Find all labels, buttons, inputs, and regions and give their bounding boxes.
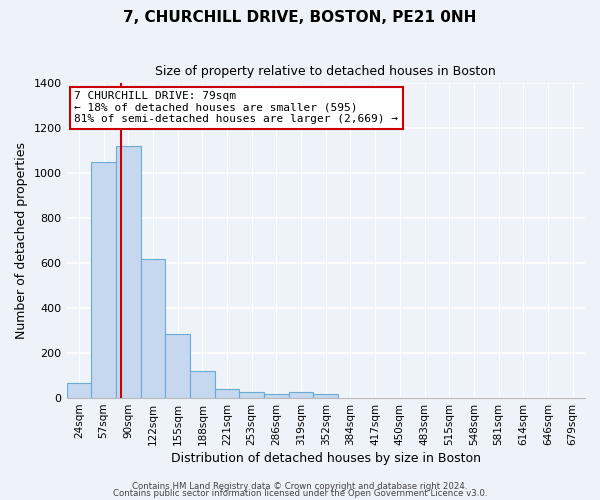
Bar [116,146,140,398]
Text: Contains public sector information licensed under the Open Government Licence v3: Contains public sector information licen… [113,490,487,498]
Bar [215,388,239,398]
Text: Contains HM Land Registry data © Crown copyright and database right 2024.: Contains HM Land Registry data © Crown c… [132,482,468,491]
Bar [313,394,338,398]
Bar [67,384,91,398]
Y-axis label: Number of detached properties: Number of detached properties [15,142,28,339]
Bar [140,258,165,398]
X-axis label: Distribution of detached houses by size in Boston: Distribution of detached houses by size … [171,452,481,465]
Bar [289,392,313,398]
Text: 7 CHURCHILL DRIVE: 79sqm
← 18% of detached houses are smaller (595)
81% of semi-: 7 CHURCHILL DRIVE: 79sqm ← 18% of detach… [74,91,398,124]
Text: 7, CHURCHILL DRIVE, BOSTON, PE21 0NH: 7, CHURCHILL DRIVE, BOSTON, PE21 0NH [124,10,476,25]
Title: Size of property relative to detached houses in Boston: Size of property relative to detached ho… [155,65,496,78]
Bar [239,392,264,398]
Bar [264,394,289,398]
Bar [190,371,215,398]
Bar [165,334,190,398]
Bar [91,162,116,398]
